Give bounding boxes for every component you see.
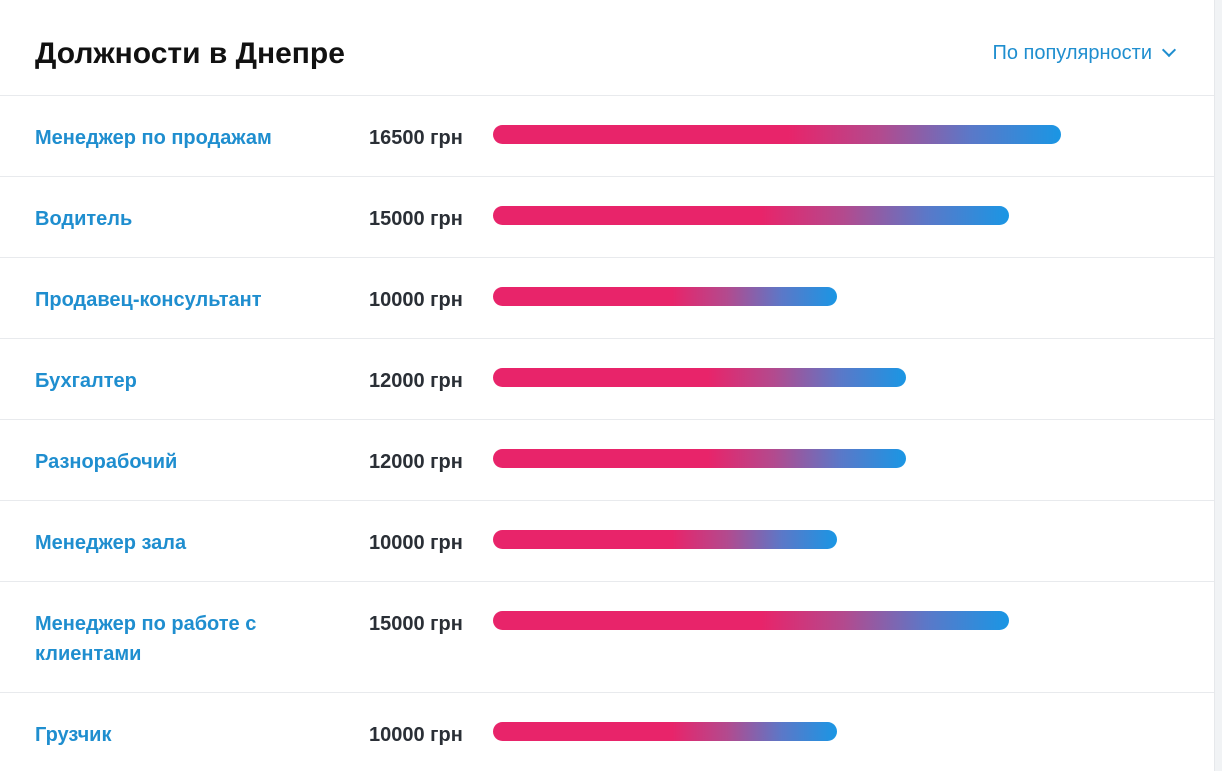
job-title-link[interactable]: Водитель <box>35 208 133 230</box>
job-row: Менеджер зала 10000 грн <box>0 501 1214 582</box>
job-row: Менеджер по продажам 16500 грн <box>0 96 1214 177</box>
job-title-link[interactable]: Разнорабочий <box>35 451 178 473</box>
job-row: Разнорабочий 12000 грн <box>0 420 1214 501</box>
salary-bar <box>493 125 1061 144</box>
salary-value-label: 15000 грн <box>369 208 463 230</box>
salary-value-label: 15000 грн <box>369 613 463 635</box>
salary-bar <box>493 449 906 468</box>
salary-value-label: 12000 грн <box>369 451 463 473</box>
job-row: Водитель 15000 грн <box>0 177 1214 258</box>
job-row: Продавец-консультант 10000 грн <box>0 258 1214 339</box>
job-title-link[interactable]: Менеджер по работе с клиентами <box>35 613 257 665</box>
salary-value-label: 10000 грн <box>369 724 463 746</box>
sort-dropdown[interactable]: По популярности <box>992 41 1177 65</box>
salary-value-label: 10000 грн <box>369 289 463 311</box>
job-row: Грузчик 10000 грн <box>0 693 1214 774</box>
job-row: Менеджер по работе с клиентами 15000 грн <box>0 582 1214 693</box>
salary-bar <box>493 206 1009 225</box>
scrollbar[interactable] <box>1214 0 1222 771</box>
salary-bar <box>493 287 837 306</box>
salary-value-label: 12000 грн <box>369 370 463 392</box>
page-title: Должности в Днепре <box>35 37 345 70</box>
salary-bar <box>493 611 1009 630</box>
job-title-link[interactable]: Менеджер по продажам <box>35 127 272 149</box>
sort-label: По популярности <box>992 41 1152 64</box>
job-title-link[interactable]: Продавец-консультант <box>35 289 262 311</box>
card-header: Должности в Днепре По популярности <box>0 0 1214 96</box>
chevron-down-icon <box>1161 42 1177 58</box>
salary-bar <box>493 722 837 741</box>
job-list: Менеджер по продажам 16500 грн Водитель 150… <box>0 96 1214 774</box>
job-title-link[interactable]: Бухгалтер <box>35 370 137 392</box>
job-title-link[interactable]: Грузчик <box>35 724 112 746</box>
salary-value-label: 10000 грн <box>369 532 463 554</box>
salary-bar <box>493 368 906 387</box>
salary-value-label: 16500 грн <box>369 127 463 149</box>
job-row: Бухгалтер 12000 грн <box>0 339 1214 420</box>
job-title-link[interactable]: Менеджер зала <box>35 532 187 554</box>
salary-bar <box>493 530 837 549</box>
